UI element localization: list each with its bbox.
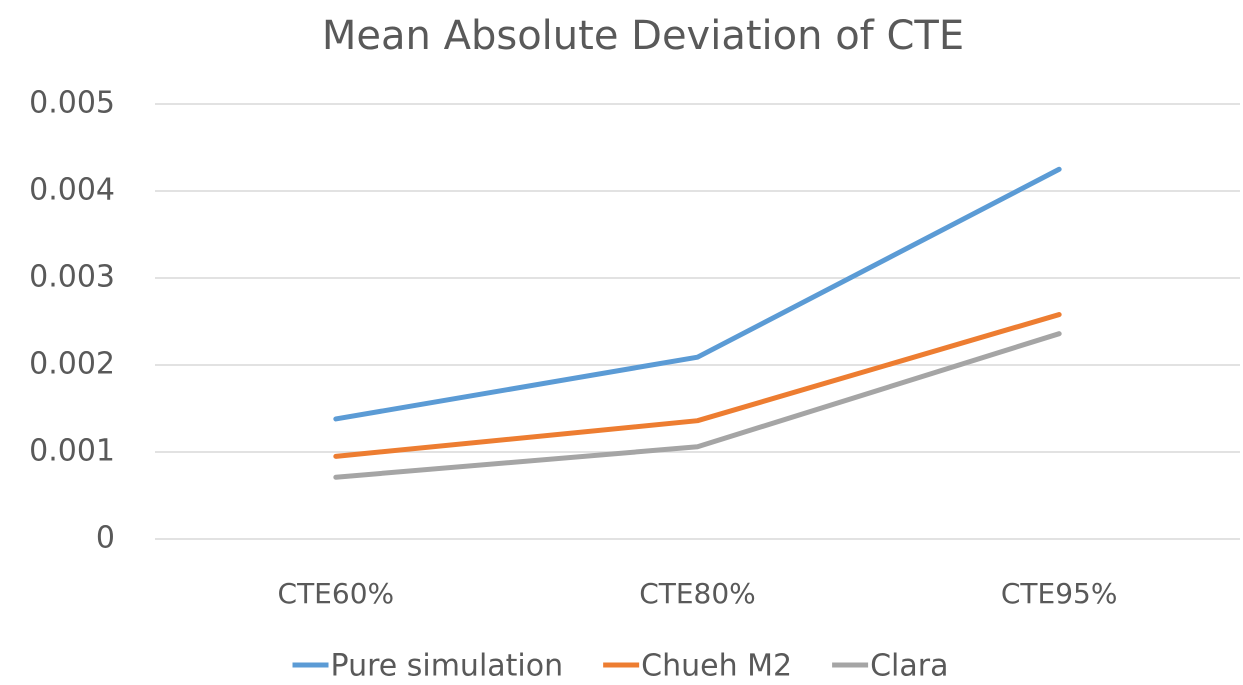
y-tick-label: 0 bbox=[96, 521, 115, 556]
legend-label: Pure simulation bbox=[331, 649, 564, 684]
series-line bbox=[333, 166, 1062, 422]
x-tick-label: CTE80% bbox=[639, 577, 756, 610]
series-line bbox=[333, 331, 1062, 480]
legend-label: Chueh M2 bbox=[641, 649, 792, 684]
y-tick-label: 0.004 bbox=[29, 173, 115, 208]
y-tick-label: 0.001 bbox=[29, 434, 115, 469]
y-tick-label: 0.003 bbox=[29, 260, 115, 295]
y-tick-label: 0.002 bbox=[29, 347, 115, 382]
x-tick-label: CTE95% bbox=[1001, 577, 1118, 610]
chart-title: Mean Absolute Deviation of CTE bbox=[322, 13, 964, 59]
series-line bbox=[333, 312, 1062, 459]
legend-label: Clara bbox=[870, 649, 948, 684]
x-tick-label: CTE60% bbox=[278, 577, 395, 610]
y-tick-label: 0.005 bbox=[29, 86, 115, 121]
